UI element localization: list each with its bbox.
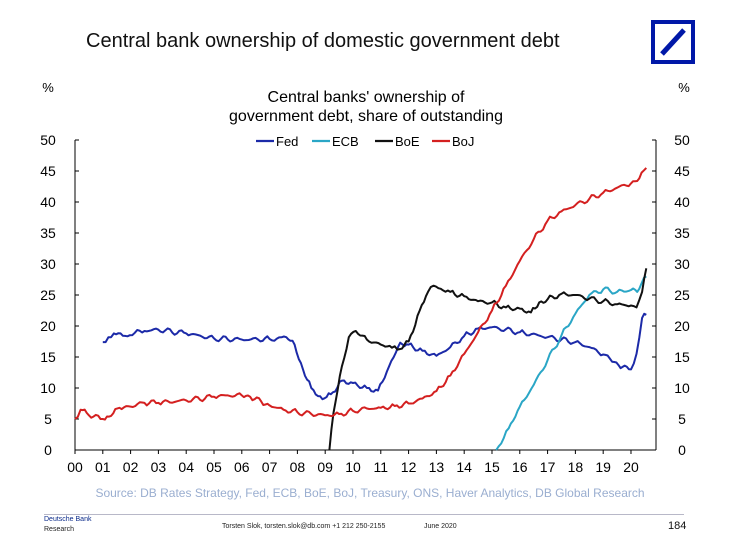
x-tick-label: 04 [178,459,194,475]
legend-label-boj: BoJ [452,134,474,149]
y-tick-label-right: 40 [674,194,690,210]
x-tick-label: 05 [206,459,222,475]
chart: Central banks' ownership of government de… [40,80,690,500]
legend-label-fed: Fed [276,134,298,149]
x-tick-label: 11 [374,459,389,475]
series-line-boe [328,268,648,451]
footer-department: Research [44,526,74,533]
x-tick-label: 14 [456,459,472,475]
y-tick-label-left: 10 [40,380,56,396]
y-tick-label-left: 30 [40,256,56,272]
y-tick-label-left: 50 [40,132,56,148]
x-tick-label: 06 [234,459,250,475]
x-tick-label: 16 [512,459,528,475]
x-tick-label: 02 [123,459,139,475]
series-line-boj [74,167,648,421]
x-tick-label: 19 [595,459,611,475]
y-tick-label-right: 30 [674,256,690,272]
y-tick-label-right: 45 [674,163,690,179]
series-line-ecb [495,275,647,451]
y-axis-label-left: % [42,80,54,95]
legend-label-ecb: ECB [332,134,359,149]
y-tick-label-right: 0 [678,442,686,458]
y-tick-label-right: 5 [678,411,686,427]
y-tick-label-right: 35 [674,225,690,241]
x-tick-label: 20 [623,459,639,475]
y-tick-label-right: 15 [674,349,690,365]
page-number: 184 [668,520,687,532]
y-tick-label-left: 40 [40,194,56,210]
x-tick-label: 01 [95,459,111,475]
x-tick-label: 00 [67,459,83,475]
source-note: Source: DB Rates Strategy, Fed, ECB, BoE… [95,486,644,500]
x-tick-label: 12 [401,459,417,475]
y-tick-label-right: 10 [674,380,690,396]
footer-divider [44,514,684,515]
y-tick-label-left: 0 [44,442,52,458]
x-tick-label: 09 [317,459,333,475]
chart-title-line: government debt, share of outstanding [229,108,503,125]
footer-brand: Deutsche Bank [44,516,92,523]
y-tick-label-left: 15 [40,349,56,365]
slide-title: Central bank ownership of domestic gover… [86,30,560,52]
y-tick-label-left: 20 [40,318,56,334]
chart-title-line: Central banks' ownership of [268,89,465,106]
series-line-fed [102,312,647,401]
footer-date: June 2020 [424,523,457,530]
x-tick-label: 18 [568,459,584,475]
y-tick-label-right: 20 [674,318,690,334]
x-tick-label: 07 [262,459,278,475]
legend: Fed ECB BoE BoJ [256,134,474,149]
x-tick-label: 13 [429,459,445,475]
x-tick-label: 10 [345,459,361,475]
x-tick-label: 03 [151,459,167,475]
x-tick-label: 15 [484,459,500,475]
deutsche-bank-logo [651,20,695,64]
legend-label-boe: BoE [395,134,420,149]
chart-title: Central banks' ownership of government de… [229,89,503,125]
y-tick-label-right: 50 [674,132,690,148]
y-tick-label-left: 35 [40,225,56,241]
y-tick-label-left: 45 [40,163,56,179]
y-tick-label-right: 25 [674,287,690,303]
y-tick-label-left: 25 [40,287,56,303]
y-tick-label-left: 5 [44,411,52,427]
x-tick-label: 17 [540,459,556,475]
y-axis-label-right: % [678,80,690,95]
footer-author: Torsten Slok, torsten.slok@db.com +1 212… [222,523,386,530]
x-tick-label: 08 [290,459,306,475]
series-lines [74,167,648,451]
